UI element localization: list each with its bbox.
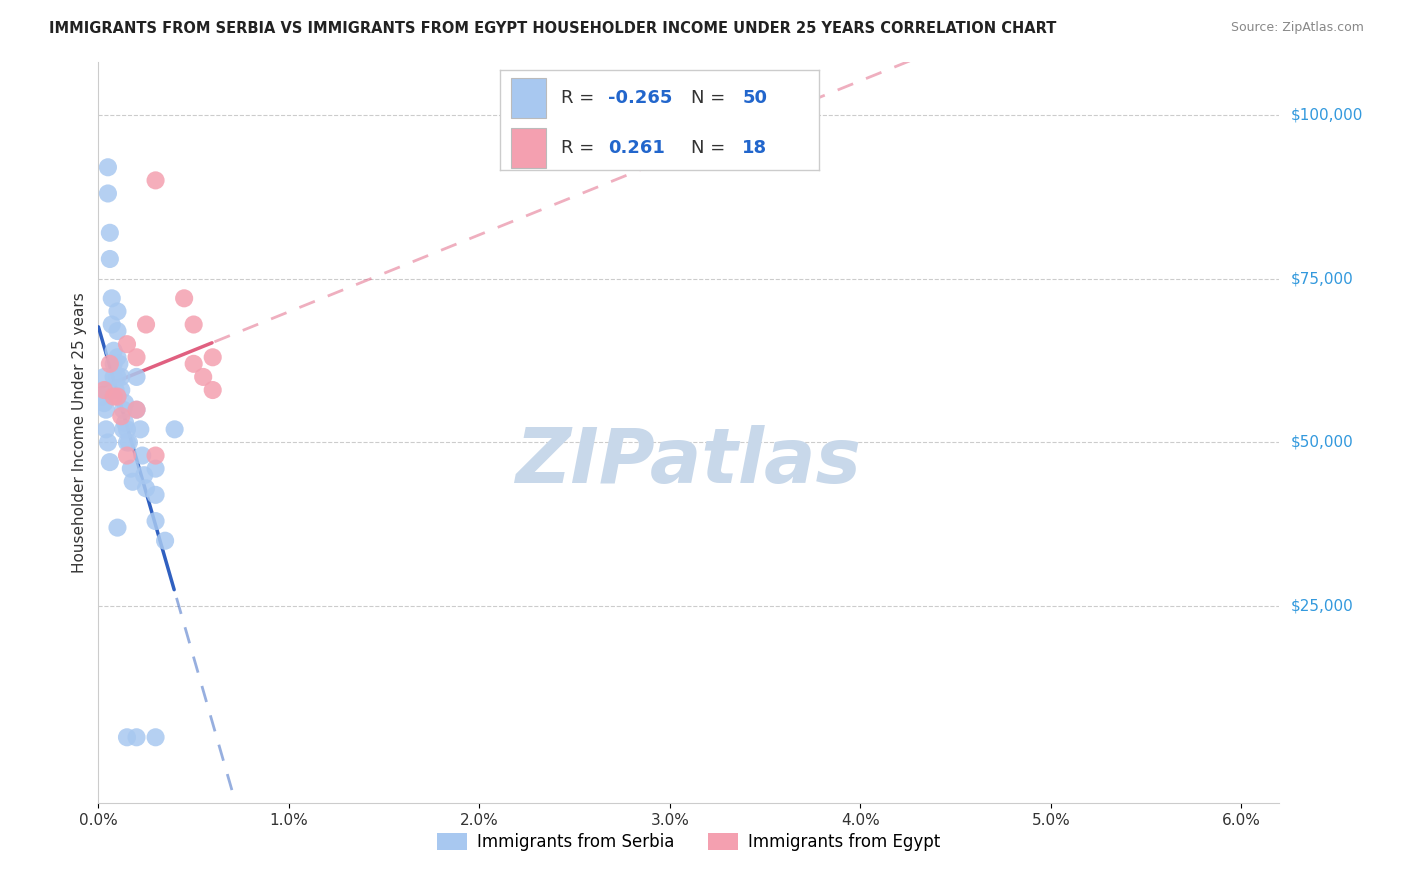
Point bbox=[110, 383, 132, 397]
Point bbox=[201, 351, 224, 365]
Point bbox=[107, 324, 129, 338]
Point bbox=[201, 383, 224, 397]
Point bbox=[125, 402, 148, 417]
Legend: Immigrants from Serbia, Immigrants from Egypt: Immigrants from Serbia, Immigrants from … bbox=[430, 826, 948, 857]
Point bbox=[129, 422, 152, 436]
Point bbox=[103, 357, 125, 371]
Point bbox=[107, 370, 129, 384]
Point bbox=[97, 435, 120, 450]
Point bbox=[107, 390, 129, 404]
Point bbox=[112, 402, 135, 417]
Point bbox=[104, 383, 127, 397]
Point bbox=[125, 370, 148, 384]
Text: IMMIGRANTS FROM SERBIA VS IMMIGRANTS FROM EGYPT HOUSEHOLDER INCOME UNDER 25 YEAR: IMMIGRANTS FROM SERBIA VS IMMIGRANTS FRO… bbox=[49, 21, 1056, 36]
Point bbox=[100, 318, 122, 332]
Point bbox=[135, 318, 157, 332]
Point bbox=[108, 357, 131, 371]
Point bbox=[114, 416, 136, 430]
Point bbox=[107, 390, 129, 404]
Point bbox=[93, 383, 115, 397]
Point bbox=[98, 357, 121, 371]
Point bbox=[97, 186, 120, 201]
Point bbox=[107, 351, 129, 365]
Point bbox=[115, 435, 138, 450]
Point bbox=[125, 731, 148, 745]
Point bbox=[145, 173, 167, 187]
Point bbox=[145, 514, 167, 528]
Point bbox=[107, 521, 129, 535]
Point bbox=[193, 370, 215, 384]
Point bbox=[94, 402, 117, 417]
Point bbox=[153, 533, 176, 548]
Point bbox=[107, 304, 129, 318]
Point bbox=[115, 731, 138, 745]
Point bbox=[103, 343, 125, 358]
Point bbox=[91, 390, 114, 404]
Point bbox=[97, 161, 120, 175]
Point bbox=[94, 422, 117, 436]
Point bbox=[115, 449, 138, 463]
Point bbox=[173, 291, 195, 305]
Point bbox=[145, 488, 167, 502]
Text: $75,000: $75,000 bbox=[1291, 271, 1354, 286]
Point bbox=[114, 396, 136, 410]
Point bbox=[183, 318, 205, 332]
Point bbox=[103, 390, 125, 404]
Text: $100,000: $100,000 bbox=[1291, 107, 1362, 122]
Point bbox=[110, 409, 132, 424]
Point bbox=[183, 357, 205, 371]
Point bbox=[125, 402, 148, 417]
Text: Source: ZipAtlas.com: Source: ZipAtlas.com bbox=[1230, 21, 1364, 34]
Point bbox=[110, 370, 132, 384]
Point bbox=[118, 435, 141, 450]
Point bbox=[145, 461, 167, 475]
Point bbox=[135, 481, 157, 495]
Point bbox=[98, 455, 121, 469]
Point bbox=[120, 461, 142, 475]
Point bbox=[134, 468, 156, 483]
Point bbox=[98, 226, 121, 240]
Point bbox=[131, 449, 153, 463]
Point bbox=[103, 370, 125, 384]
Point bbox=[93, 396, 115, 410]
Point bbox=[115, 337, 138, 351]
Point bbox=[125, 351, 148, 365]
Point bbox=[112, 422, 135, 436]
Point bbox=[98, 252, 121, 266]
Text: $25,000: $25,000 bbox=[1291, 599, 1354, 614]
Point bbox=[145, 731, 167, 745]
Point bbox=[145, 449, 167, 463]
Point bbox=[121, 475, 143, 489]
Point bbox=[115, 422, 138, 436]
Text: $50,000: $50,000 bbox=[1291, 435, 1354, 450]
Point bbox=[163, 422, 186, 436]
Point bbox=[100, 291, 122, 305]
Text: ZIPatlas: ZIPatlas bbox=[516, 425, 862, 500]
Point bbox=[93, 370, 115, 384]
Point bbox=[94, 383, 117, 397]
Y-axis label: Householder Income Under 25 years: Householder Income Under 25 years bbox=[72, 293, 87, 573]
